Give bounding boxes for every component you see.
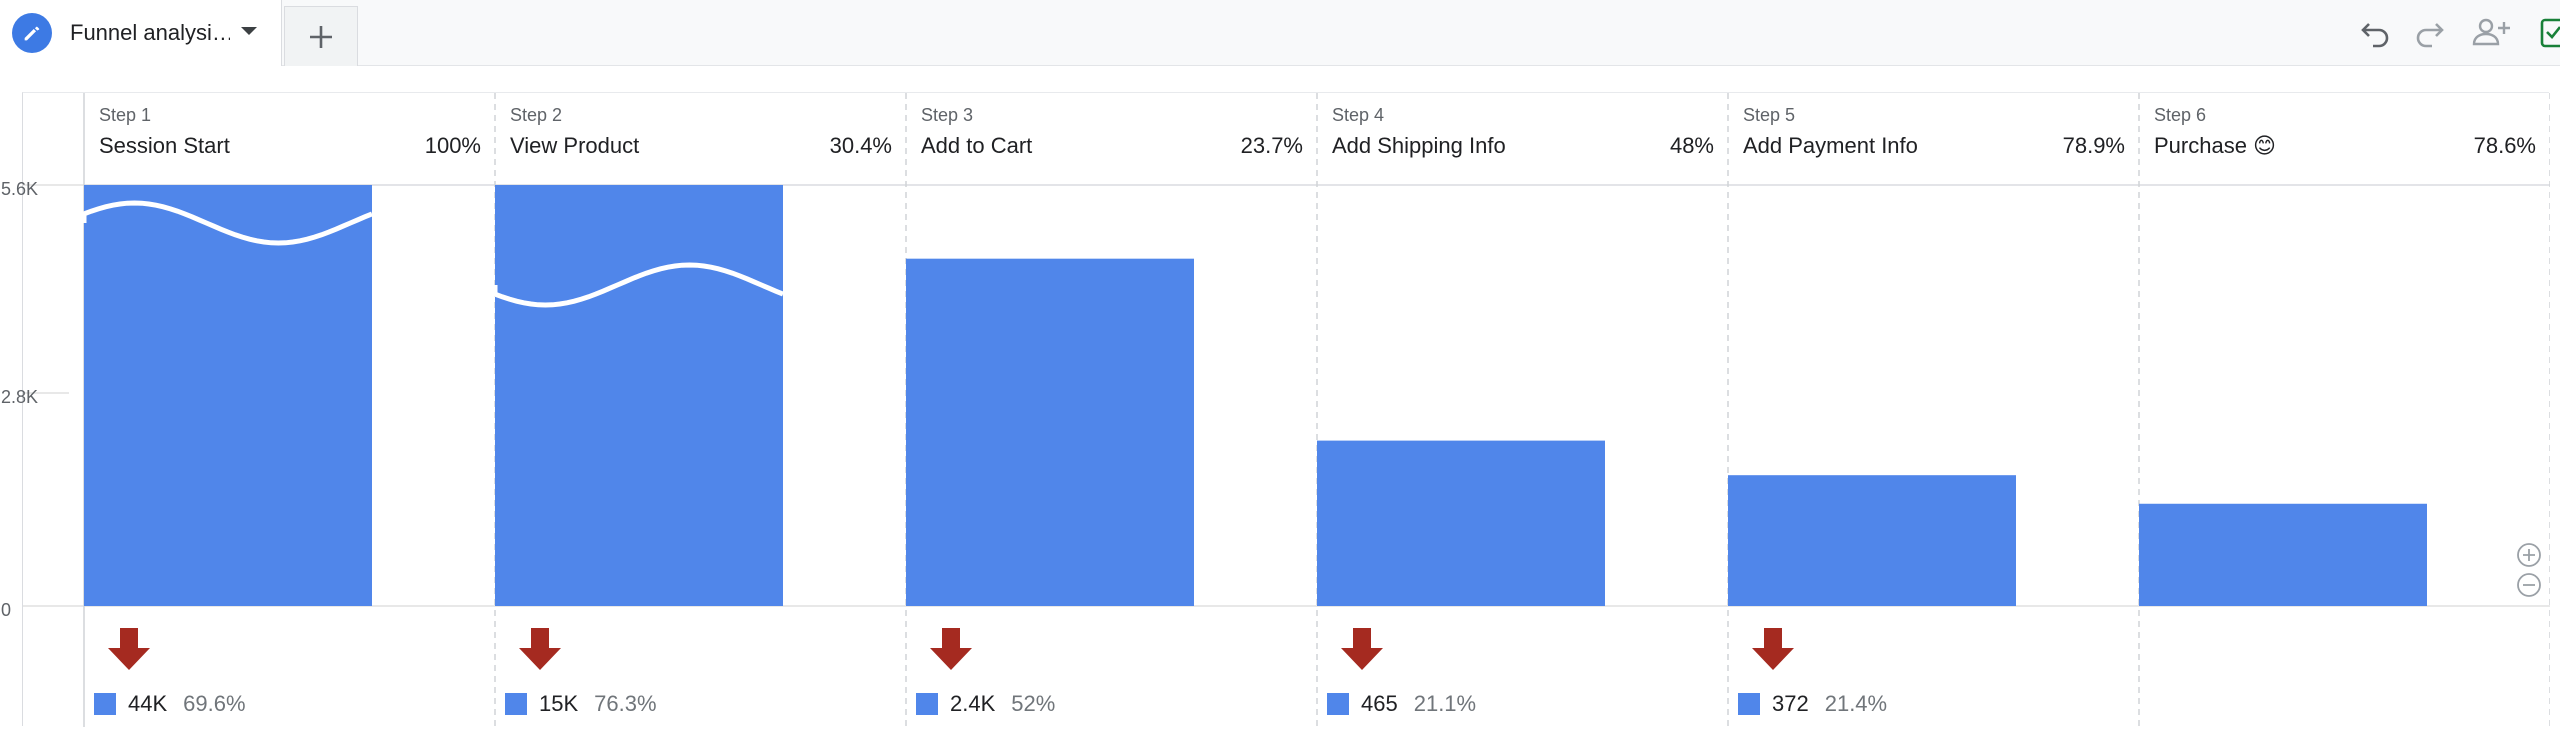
legend-swatch xyxy=(916,693,938,715)
drop-off-label[interactable]: 372 21.4% xyxy=(1738,691,1887,717)
top-bar: Funnel analysi… xyxy=(0,0,2560,66)
save-check-icon[interactable] xyxy=(2540,12,2560,52)
abandon-rate: 69.6% xyxy=(183,691,246,716)
y-tick-label: 5.6K xyxy=(1,179,39,199)
pencil-icon[interactable] xyxy=(12,13,52,53)
drop-off-label[interactable]: 44K 69.6% xyxy=(94,691,246,717)
abandon-count: 44K xyxy=(128,691,168,716)
funnel-bar[interactable] xyxy=(1317,440,1605,606)
step-number: Step 3 xyxy=(921,105,974,125)
y-tick-label: 2.8K xyxy=(1,387,39,407)
drop-off-arrow-icon xyxy=(1341,628,1383,670)
abandon-count: 372 xyxy=(1772,691,1809,716)
legend-swatch xyxy=(1738,693,1760,715)
axis-break-wave xyxy=(81,200,373,246)
step-name: Add Shipping Info xyxy=(1332,133,1506,158)
step-number: Step 5 xyxy=(1743,105,1796,125)
abandon-count: 465 xyxy=(1361,691,1398,716)
step-name: View Product xyxy=(510,133,640,158)
step-header[interactable]: Step 1 Session Start 100% xyxy=(84,93,495,185)
funnel-bar[interactable] xyxy=(495,185,783,606)
step-header[interactable]: Step 5 Add Payment Info 78.9% xyxy=(1728,93,2139,185)
tab-title: Funnel analysi… xyxy=(70,20,230,45)
step-header[interactable]: Step 6 Purchase 😊 78.6% xyxy=(2139,93,2550,185)
share-user-icon[interactable] xyxy=(2470,12,2516,52)
step-number: Step 1 xyxy=(99,105,152,125)
redo-icon[interactable] xyxy=(2410,12,2450,52)
step-completion-rate: 78.6% xyxy=(2473,133,2536,158)
abandon-count: 15K xyxy=(539,691,579,716)
abandon-count: 2.4K xyxy=(950,691,996,716)
drop-off-arrow-icon xyxy=(930,628,972,670)
report-tab[interactable]: Funnel analysi… xyxy=(0,0,282,66)
undo-icon[interactable] xyxy=(2355,12,2395,52)
zoom-out-icon[interactable] xyxy=(2515,571,2543,599)
step-completion-rate: 100% xyxy=(424,133,481,158)
step-number: Step 6 xyxy=(2154,105,2207,125)
step-name: Add to Cart xyxy=(921,133,1033,158)
step-completion-rate: 23.7% xyxy=(1240,133,1303,158)
step-header[interactable]: Step 2 View Product 30.4% xyxy=(495,93,906,185)
axis-break-wave xyxy=(492,262,784,308)
step-name: Session Start xyxy=(99,133,230,158)
drop-off-arrow-icon xyxy=(1752,628,1794,670)
funnel-bar[interactable] xyxy=(1728,475,2016,606)
step-number: Step 4 xyxy=(1332,105,1385,125)
funnel-bar[interactable] xyxy=(2139,503,2427,606)
legend-swatch xyxy=(94,693,116,715)
funnel-chart: Step 1 Session Start 100% Step 2 View Produc… xyxy=(1,92,2550,727)
abandon-rate: 52% xyxy=(1011,691,1056,716)
drop-off-arrow-icon xyxy=(519,628,561,670)
step-completion-rate: 48% xyxy=(1669,133,1714,158)
abandon-rate: 76.3% xyxy=(594,691,657,716)
step-completion-rate: 30.4% xyxy=(829,133,892,158)
funnel-bar[interactable] xyxy=(906,258,1194,606)
legend-swatch xyxy=(1327,693,1349,715)
step-name: Add Payment Info xyxy=(1743,133,1918,158)
plus-icon xyxy=(310,25,332,48)
step-header[interactable]: Step 3 Add to Cart 23.7% xyxy=(906,93,1317,185)
y-tick-label: 0 xyxy=(1,600,12,620)
step-number: Step 2 xyxy=(510,105,563,125)
chevron-down-icon[interactable] xyxy=(238,24,260,38)
abandon-rate: 21.4% xyxy=(1824,691,1888,716)
drop-off-arrow-icon xyxy=(108,628,150,670)
step-header[interactable]: Step 4 Add Shipping Info 48% xyxy=(1317,93,1728,185)
add-tab-button[interactable] xyxy=(284,6,358,66)
drop-off-label[interactable]: 15K 76.3% xyxy=(505,691,657,717)
drop-off-label[interactable]: 2.4K 52% xyxy=(916,691,1055,717)
abandon-rate: 21.1% xyxy=(1413,691,1477,716)
zoom-in-icon[interactable] xyxy=(2515,541,2543,569)
legend-swatch xyxy=(505,693,527,715)
step-name: Purchase 😊 xyxy=(2154,133,2276,158)
funnel-bar[interactable] xyxy=(84,185,372,606)
step-completion-rate: 78.9% xyxy=(2062,133,2125,158)
drop-off-label[interactable]: 465 21.1% xyxy=(1327,691,1476,717)
funnel-svg xyxy=(23,93,2550,727)
